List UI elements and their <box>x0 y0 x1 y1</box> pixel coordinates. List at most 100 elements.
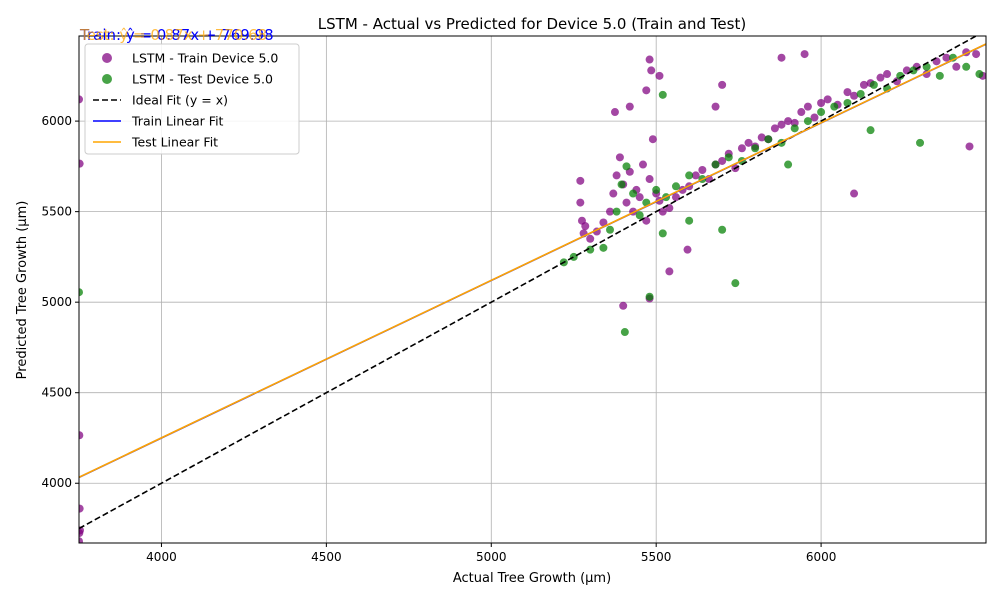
y-axis-ticks: 4000 4500 5000 5500 6000 <box>41 114 79 490</box>
train-point <box>655 71 664 80</box>
test-point <box>718 225 727 234</box>
train-point <box>737 144 746 153</box>
train-point <box>952 62 961 71</box>
test-point <box>817 108 826 117</box>
train-point <box>658 207 667 216</box>
fit-lines <box>79 36 986 530</box>
train-point <box>777 53 786 62</box>
train-point <box>79 537 83 543</box>
y-axis-label: Predicted Tree Growth (µm) <box>15 201 30 380</box>
legend: LSTM - Train Device 5.0 LSTM - Test Devic… <box>84 43 300 155</box>
x-tick-label: 5000 <box>476 550 507 564</box>
train-point <box>606 207 615 216</box>
train-point <box>817 98 826 107</box>
test-point <box>751 144 760 153</box>
test-point <box>869 80 878 89</box>
test-equation: Test: ŷ = 0.87x + 770.68 <box>79 26 267 44</box>
train-point <box>691 171 700 180</box>
train-point <box>609 189 618 198</box>
train-point <box>625 102 634 111</box>
train-point <box>823 95 832 104</box>
x-axis-ticks: 4000 4500 5000 5500 6000 <box>146 543 836 564</box>
legend-label: Train Linear Fit <box>131 114 224 129</box>
train-point <box>576 198 585 207</box>
test-point <box>79 288 83 297</box>
train-point <box>803 102 812 111</box>
train-point <box>79 95 83 104</box>
y-tick-label: 5000 <box>41 295 72 309</box>
y-tick-label: 6000 <box>41 114 72 128</box>
test-point <box>622 162 631 171</box>
train-point <box>698 165 707 174</box>
train-point <box>744 138 753 147</box>
train-point <box>665 267 674 276</box>
train-point <box>638 160 647 169</box>
test-point <box>599 243 608 252</box>
legend-label: Test Linear Fit <box>131 135 218 150</box>
test-point <box>843 98 852 107</box>
x-tick-label: 4500 <box>311 550 342 564</box>
x-tick-label: 5500 <box>641 550 672 564</box>
train-point <box>79 431 84 440</box>
train-point <box>683 245 692 254</box>
train-point <box>648 135 657 144</box>
train-point <box>645 55 654 64</box>
test-point <box>764 135 773 144</box>
test-point <box>962 62 971 71</box>
train-point <box>599 218 608 227</box>
train-point <box>843 88 852 97</box>
test-point <box>830 102 839 111</box>
train-point <box>800 50 809 59</box>
test-point <box>731 279 740 288</box>
train-point <box>610 108 619 117</box>
x-axis-label: Actual Tree Growth (µm) <box>453 571 611 586</box>
test-point <box>916 138 925 147</box>
test-point <box>620 328 629 337</box>
test-point <box>569 252 578 261</box>
train-point <box>859 80 868 89</box>
train-point <box>784 117 793 126</box>
train-point <box>810 113 819 122</box>
train-point <box>883 70 892 79</box>
y-tick-label: 4500 <box>41 386 72 400</box>
test-point <box>629 189 638 198</box>
test-point <box>635 211 644 220</box>
test-point <box>612 207 621 216</box>
train-point <box>850 91 859 100</box>
test-point <box>671 182 680 191</box>
test-point <box>724 153 733 162</box>
train-point <box>972 50 981 59</box>
test-point <box>658 229 667 238</box>
train-point <box>586 234 595 243</box>
train-point <box>876 73 885 82</box>
train-point <box>718 80 727 89</box>
train-point <box>757 133 766 142</box>
legend-box <box>84 43 300 155</box>
train-point <box>576 176 585 185</box>
train-point <box>942 53 951 62</box>
train-point <box>718 156 727 165</box>
x-tick-label: 4000 <box>146 550 177 564</box>
y-tick-label: 5500 <box>41 205 72 219</box>
test-point <box>803 117 812 126</box>
train-point <box>965 142 974 151</box>
test-point <box>685 171 694 180</box>
train-point <box>645 175 654 184</box>
train-point <box>79 159 84 168</box>
train-point <box>711 102 720 111</box>
test-point <box>652 185 661 194</box>
train-point <box>581 222 590 231</box>
test-point <box>935 71 944 80</box>
test-point <box>711 160 720 169</box>
test-point <box>790 124 799 133</box>
train-point <box>79 504 84 513</box>
train-point <box>79 529 84 538</box>
plot-frame <box>78 35 987 544</box>
train-point <box>777 120 786 129</box>
ideal-fit-line <box>79 36 978 530</box>
train-equation: Train: ŷ = 0.87x + 769.98 <box>79 26 274 44</box>
test-point <box>685 216 694 225</box>
train-point <box>612 171 621 180</box>
train-point <box>622 198 631 207</box>
